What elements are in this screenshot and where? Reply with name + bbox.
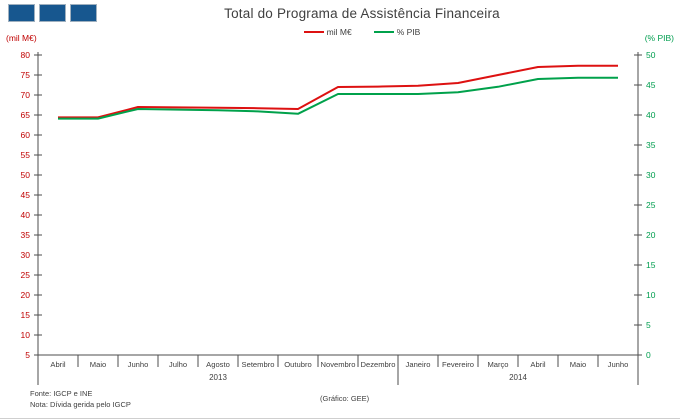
left-axis-tick-label: 30 (21, 250, 31, 260)
left-axis-tick-label: 45 (21, 190, 31, 200)
x-tick-label: Setembro (242, 360, 275, 369)
right-axis-tick-label: 10 (646, 290, 656, 300)
left-axis-tick-label: 50 (21, 170, 31, 180)
x-tick-label: Janeiro (406, 360, 431, 369)
legend: mil M€ % PIB (44, 27, 680, 37)
left-axis-tick-label: 60 (21, 130, 31, 140)
x-tick-label: Fevereiro (442, 360, 474, 369)
legend-item-mil: mil M€ (303, 27, 352, 37)
right-axis-tick-label: 30 (646, 170, 656, 180)
right-axis-tick-label: 15 (646, 260, 656, 270)
legend-label-mil: mil M€ (326, 27, 352, 37)
legend-label-pib: % PIB (396, 27, 421, 37)
right-axis-tick-label: 0 (646, 350, 651, 360)
logo-square-1 (8, 4, 35, 22)
x-tick-label: Abril (530, 360, 546, 369)
x-tick-label: Dezembro (360, 360, 395, 369)
x-tick-label: Maio (570, 360, 586, 369)
logo-square-2 (39, 4, 66, 22)
left-axis-tick-label: 75 (21, 70, 31, 80)
left-axis-tick-label: 40 (21, 210, 31, 220)
x-tick-label: Junho (128, 360, 149, 369)
left-axis-tick-label: 65 (21, 110, 31, 120)
left-axis-tick-label: 10 (21, 330, 31, 340)
x-tick-label: Abril (50, 360, 66, 369)
x-tick-label: Março (487, 360, 508, 369)
right-axis-tick-label: 25 (646, 200, 656, 210)
footer-credit: (Gráfico: GEE) (320, 394, 370, 403)
chart-title: Total do Programa de Assistência Finance… (224, 6, 500, 21)
footer-notes: Fonte: IGCP e INE Nota: Dívida gerida pe… (30, 388, 131, 410)
left-axis-tick-label: 25 (21, 270, 31, 280)
footer-note: Nota: Dívida gerida pelo IGCP (30, 400, 131, 409)
logo-squares (8, 4, 97, 22)
x-tick-label: Julho (169, 360, 187, 369)
right-axis-tick-label: 35 (646, 140, 656, 150)
series-line-mil-me (58, 64, 618, 119)
x-tick-label: Junho (608, 360, 629, 369)
left-axis-tick-label: 15 (21, 310, 31, 320)
right-axis-tick-label: 50 (646, 50, 656, 60)
right-axis-tick-label: 20 (646, 230, 656, 240)
x-tick-label: Agosto (206, 360, 230, 369)
legend-line-red-icon (303, 31, 324, 33)
footer-source: Fonte: IGCP e INE (30, 389, 93, 398)
left-axis-tick-label: 20 (21, 290, 31, 300)
left-axis-tick-label: 35 (21, 230, 31, 240)
left-axis-unit-label: (mil M€) (6, 33, 37, 43)
legend-line-green-icon (373, 31, 394, 33)
x-tick-label: Novembro (320, 360, 355, 369)
x-tick-label: Maio (90, 360, 106, 369)
left-axis-tick-label: 5 (25, 350, 30, 360)
left-axis-tick-label: 55 (21, 150, 31, 160)
legend-item-pib: % PIB (373, 27, 421, 37)
left-axis-tick-label: 70 (21, 90, 31, 100)
right-axis-tick-label: 5 (646, 320, 651, 330)
left-axis-tick-label: 80 (21, 50, 31, 60)
right-axis-unit-label: (% PIB) (644, 33, 674, 43)
x-tick-label: Outubro (284, 360, 311, 369)
year-group-label: 2014 (509, 373, 527, 382)
year-group-label: 2013 (209, 373, 227, 382)
right-axis-tick-label: 45 (646, 80, 656, 90)
logo-square-3 (70, 4, 97, 22)
series-line-pib (58, 76, 618, 120)
right-axis-tick-label: 40 (646, 110, 656, 120)
